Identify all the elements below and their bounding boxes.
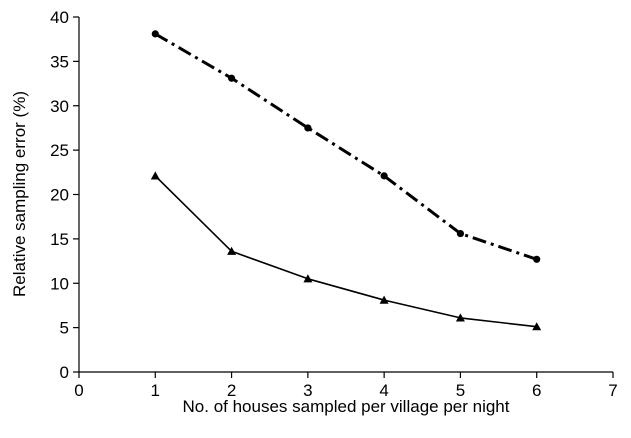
y-tick-label: 40 [50, 8, 69, 27]
series-line-1 [154, 32, 538, 261]
y-tick-label: 5 [60, 319, 69, 338]
series-2-point [379, 295, 389, 304]
x-tick-label: 3 [303, 381, 312, 400]
series-line-2 [154, 175, 537, 328]
x-tick-label: 4 [379, 381, 388, 400]
series-1-point [380, 172, 388, 180]
series-2-point [532, 322, 542, 331]
y-tick-label: 35 [50, 52, 69, 71]
y-tick-label: 15 [50, 230, 69, 249]
series-1-point [304, 124, 312, 132]
x-tick-label: 5 [456, 381, 465, 400]
series-1-point [151, 30, 159, 38]
series-2-point [227, 246, 237, 255]
x-tick-label: 7 [608, 381, 617, 400]
axes [78, 17, 613, 373]
x-tick-label: 6 [532, 381, 541, 400]
series-group [150, 30, 542, 331]
x-axis-title: No. of houses sampled per village per ni… [183, 397, 510, 416]
series-2-point [150, 171, 160, 180]
y-tick-label: 30 [50, 97, 69, 116]
y-tick-label: 0 [60, 363, 69, 382]
y-tick-label: 25 [50, 141, 69, 160]
series-1-point [533, 255, 541, 263]
x-ticks: 0 1 2 3 4 5 6 7 [74, 372, 618, 400]
y-tick-label: 10 [50, 274, 69, 293]
series-1-point [456, 229, 465, 238]
series-2-point [303, 274, 313, 283]
x-tick-label: 0 [74, 381, 83, 400]
y-axis-title: Relative sampling error (%) [10, 91, 29, 297]
y-ticks: 0 5 10 15 20 25 30 35 40 [50, 8, 79, 382]
x-tick-label: 1 [151, 381, 160, 400]
series-2-point [455, 313, 465, 322]
series-1-point [227, 74, 236, 82]
x-tick-label: 2 [227, 381, 236, 400]
y-tick-label: 20 [50, 186, 69, 205]
